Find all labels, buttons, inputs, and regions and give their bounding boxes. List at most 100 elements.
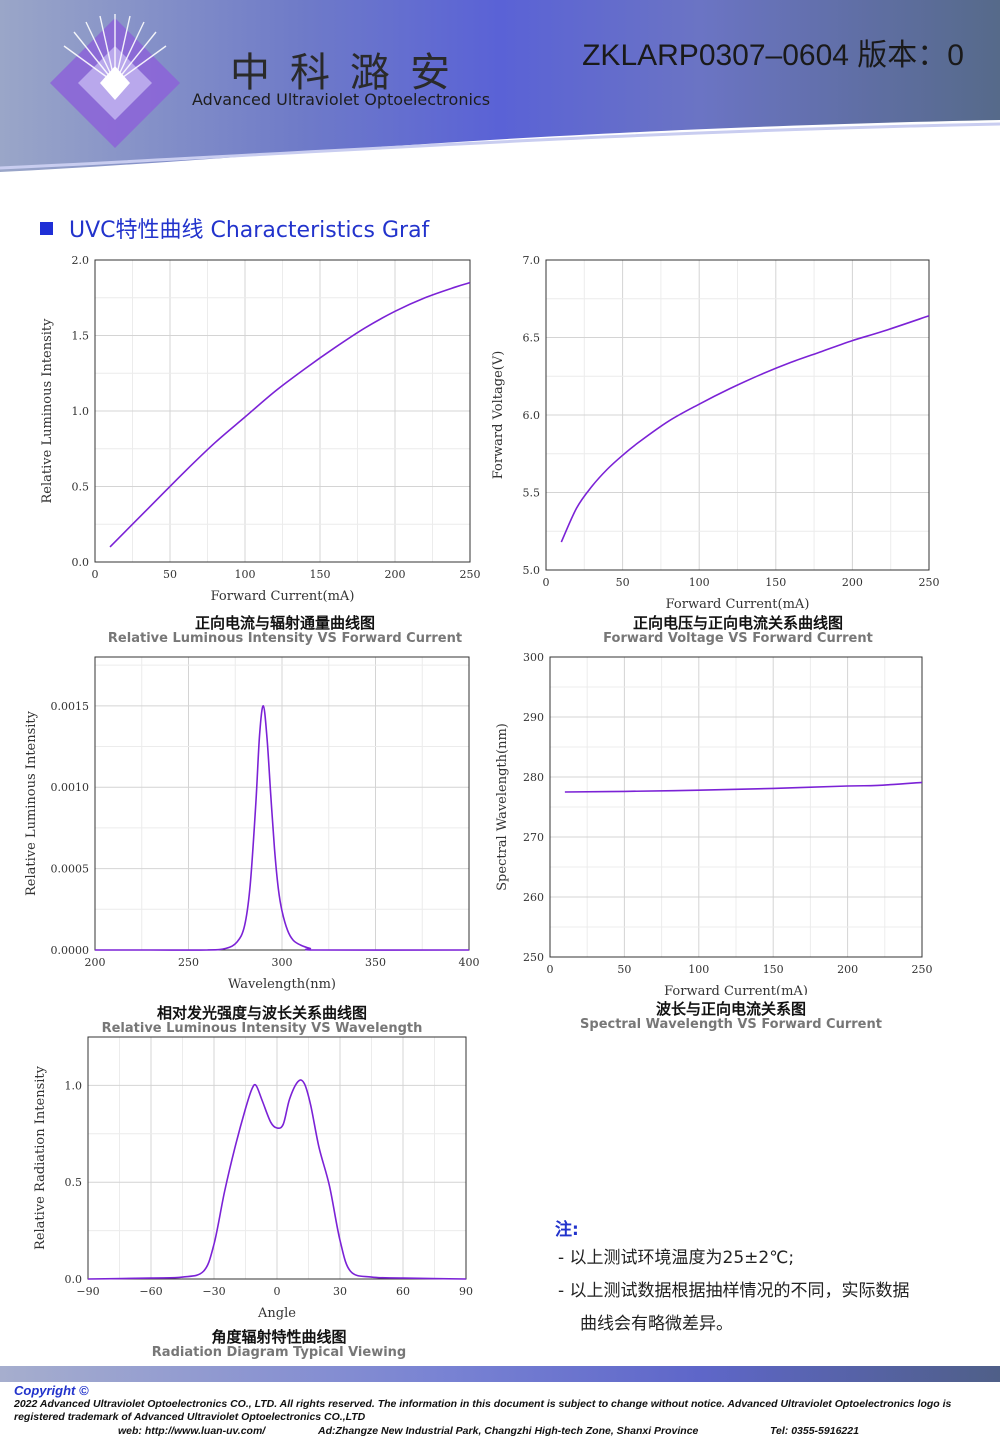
x-tick-label: 50 [163,568,177,581]
y-tick-label: 0.0 [72,556,90,569]
x-tick-label: 250 [460,568,481,581]
chart-radiation-diagram: −90 −60 −30 0 30 60 90 0.0 0.5 1.0 Angle Relative R… [25,1030,485,1320]
y-tick-label: 0.5 [72,481,90,494]
chart-caption-cn: 相对发光强度与波长关系曲线图 [156,1004,367,1022]
y-tick-label: 270 [523,831,544,844]
series-line [87,1079,467,1280]
y-axis-label: Relative Luminous Intensity [24,710,39,896]
x-tick-label: 0 [543,576,550,589]
x-tick-label: 250 [178,956,199,969]
y-tick-label: 6.5 [523,332,541,345]
header-wave-decoration [0,120,1000,180]
chart-wavelength-vs-current: 0 50 100 150 200 250 250 260 270 280 290 300 Forward… [488,650,948,995]
chart-svg: 0 50 100 150 200 250 250 260 270 280 290 300 Forward… [495,651,933,995]
x-tick-label: 200 [842,576,863,589]
x-tick-label: 50 [617,963,631,976]
brand-name-cn: 中科潞安 [230,50,470,96]
copyright-label: Copyright © [14,1383,89,1398]
chart-caption-cn: 波长与正向电流关系图 [655,1000,806,1018]
chart-voltage-vs-current: 0 50 100 150 200 250 5.0 5.5 6.0 6.5 7.0 Forward Cu… [488,250,948,610]
y-tick-label: 280 [523,771,544,784]
square-bullet-icon [40,221,53,235]
y-tick-label: 1.5 [72,330,90,343]
plot-frame [94,259,471,563]
y-axis-label: Forward Voltage(V) [491,351,506,480]
note-line-2: - 以上测试数据根据抽样情况的不同，实际数据 [558,1281,910,1301]
note-line-1: - 以上测试环境温度为25±2℃; [558,1248,795,1268]
series-line [94,705,470,951]
x-axis-label: Wavelength(nm) [228,977,336,992]
y-tick-label: 300 [523,651,544,664]
y-tick-label: 5.0 [523,564,541,577]
section-title-text: UVC特性曲线 Characteristics Graf [69,218,430,243]
series-line [560,315,930,543]
notes-heading: 注: [555,1220,579,1240]
x-tick-label: 50 [616,576,630,589]
chart-svg: 0 50 100 150 200 250 0.0 0.5 1.0 1.5 2.0 Forward Cu… [40,254,481,604]
chart-caption-en: Forward Voltage VS Forward Current [603,631,873,646]
chart-svg: −90 −60 −30 0 30 60 90 0.0 0.5 1.0 Angle Relative R… [33,1036,473,1320]
y-tick-label: 6.0 [523,409,541,422]
chart-caption-cn: 正向电流与辐射通量曲线图 [194,614,375,632]
y-axis-label: Relative Luminous Intensity [40,318,55,504]
x-tick-label: 150 [763,963,784,976]
y-tick-label: 250 [523,951,544,964]
y-tick-label: 1.0 [72,405,90,418]
x-tick-label: −60 [139,1285,162,1298]
y-tick-label: 0.0000 [51,944,90,957]
footer-bar [0,1366,1000,1382]
brand-name-en: Advanced Ultraviolet Optoelectronics [192,90,491,109]
x-tick-label: 250 [919,576,940,589]
x-tick-label: 200 [385,568,406,581]
y-axis-label: Relative Radiation Intensity [33,1065,48,1250]
x-axis-label: Forward Current(mA) [211,589,355,604]
plot-frame [545,259,930,571]
y-tick-label: 1.0 [65,1079,83,1092]
section-title: UVC特性曲线 Characteristics Graf [40,212,429,244]
plot-frame [94,656,470,951]
note-line-3: 曲线会有略微差异。 [580,1314,733,1334]
footer-website-link[interactable]: web: http://www.luan-uv.com/ [118,1425,266,1437]
chart-svg: 200 250 300 350 400 0.0000 0.0005 0.0010 0.0015 W… [24,656,480,992]
y-tick-label: 0.0015 [51,700,90,713]
x-tick-label: 150 [310,568,331,581]
page-header: 中科潞安 Advanced Ultraviolet Optoelectronic… [0,0,1000,180]
y-tick-label: 0.5 [65,1176,83,1189]
y-tick-label: 7.0 [523,254,541,267]
x-tick-label: 200 [837,963,858,976]
x-tick-label: 60 [396,1285,410,1298]
x-tick-label: 150 [765,576,786,589]
plot-frame [549,656,923,958]
x-axis-label: Forward Current(mA) [666,597,810,610]
x-tick-label: −30 [202,1285,225,1298]
chart-caption-cn: 正向电压与正向电流关系曲线图 [632,614,843,632]
x-tick-label: 100 [235,568,256,581]
chart-luminous-vs-current: 0 50 100 150 200 250 0.0 0.5 1.0 1.5 2.0 Forward Cu… [30,250,490,610]
y-tick-label: 260 [523,891,544,904]
y-tick-label: 5.5 [523,487,541,500]
footer-address: Ad:Zhangze New Industrial Park, Changzhi… [318,1425,699,1437]
y-tick-label: 290 [523,711,544,724]
y-tick-label: 2.0 [72,254,90,267]
plot-frame [87,1036,467,1280]
x-tick-label: 300 [272,956,293,969]
footer-legal-text: 2022 Advanced Ultraviolet Optoelectronic… [14,1398,952,1423]
y-tick-label: 0.0010 [51,781,90,794]
company-logo-icon [50,14,180,148]
x-tick-label: 0 [92,568,99,581]
x-tick-label: 30 [333,1285,347,1298]
x-tick-label: 350 [365,956,386,969]
x-tick-label: 90 [459,1285,473,1298]
x-tick-label: 200 [85,956,106,969]
y-axis-label: Spectral Wavelength(nm) [495,723,510,891]
chart-svg: 0 50 100 150 200 250 5.0 5.5 6.0 6.5 7.0 Forward Cu… [491,254,940,610]
footer-telephone: Tel: 0355-5916221 [770,1425,859,1437]
chart-caption-cn: 角度辐射特性曲线图 [211,1328,347,1346]
series-line [564,781,923,793]
chart-caption-en: Relative Luminous Intensity VS Forward C… [107,631,463,646]
x-tick-label: 400 [459,956,480,969]
chart-caption-en: Relative Luminous Intensity VS Wavelengt… [101,1021,423,1036]
chart-caption-en: Radiation Diagram Typical Viewing [151,1345,407,1360]
y-tick-label: 0.0005 [51,863,90,876]
chart-intensity-vs-wavelength: 200 250 300 350 400 0.0000 0.0005 0.0010 0.0015 W… [15,650,485,995]
